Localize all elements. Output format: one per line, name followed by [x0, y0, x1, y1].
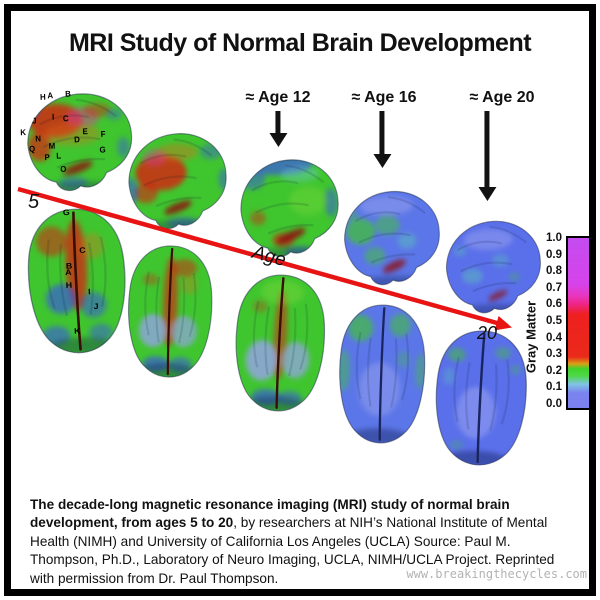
brain-lateral-3 [239, 158, 339, 258]
colorbar-tick: 0.7 [546, 281, 562, 294]
down-arrow-head [477, 187, 496, 201]
caption-regular: , by researchers at NIH’s National Insti… [30, 515, 555, 586]
brain-region-label-I: I [52, 112, 55, 121]
brain-region-label-Q: Q [29, 144, 35, 153]
down-arrow-head [268, 133, 287, 147]
brain-region-label-M: M [49, 141, 56, 151]
caption: The decade-long magnetic resonance imagi… [30, 496, 575, 588]
brain-region-label-H: H [40, 92, 46, 101]
brain-region-label-D: D [74, 135, 80, 144]
colorbar-tick: 0.6 [546, 298, 562, 311]
down-arrow-icon [268, 111, 287, 147]
brain-region-label-N: N [35, 134, 41, 143]
brain-region-label-O: O [60, 165, 66, 174]
brain-region-label-E: E [82, 127, 88, 136]
brain-region-label-G: G [99, 145, 105, 154]
brain-lateral-4 [342, 191, 440, 286]
brain-region-label-J: J [32, 116, 37, 125]
colorbar-tick: 0.1 [546, 381, 562, 394]
watermark: www.breakingthecycles.com [406, 567, 587, 581]
brain-region-label-H: H [66, 280, 73, 290]
caption-bold: The decade-long magnetic resonance imagi… [30, 497, 510, 531]
brain-region-label-A: A [47, 91, 53, 100]
brain-lateral-1: H A B J I C KN E F Q M D P L G O [20, 89, 133, 192]
age-marker-16-label: ≈ Age 16 [351, 89, 417, 106]
colorbar-tick: 0.5 [546, 315, 562, 327]
down-arrow-shaft [484, 111, 490, 187]
colorbar-tick: 0.3 [546, 348, 562, 361]
colorbar-title: Gray Matter [523, 300, 539, 374]
age-marker-20: ≈ Age 20 [469, 89, 535, 201]
brain-dorsal-5 [435, 330, 527, 468]
brain-region-label-K: K [74, 326, 82, 336]
brain-region-label-K: K [20, 128, 26, 137]
age-marker-12-label: ≈ Age 12 [245, 89, 311, 106]
brain-region-label-B: B [65, 89, 71, 98]
age-axis-end: 20 [477, 323, 498, 343]
age-marker-12: ≈ Age 12 [245, 89, 311, 147]
brain-region-label-L: L [56, 151, 61, 160]
down-arrow-icon [372, 111, 391, 168]
age-marker-20-label: ≈ Age 20 [469, 89, 535, 106]
colorbar-tick: 0.0 [546, 398, 562, 410]
colorbar [566, 236, 592, 410]
down-arrow-shaft [275, 111, 281, 133]
colorbar-tick: 0.4 [546, 331, 562, 344]
brain-region-label-C: C [63, 114, 69, 123]
colorbar-tick: 0.9 [546, 248, 562, 261]
down-arrow-shaft [379, 111, 385, 154]
brain-dorsal-3 [235, 274, 326, 414]
brain-region-label-I: I [88, 287, 91, 297]
brain-region-label-P: P [44, 153, 50, 162]
figure-title: MRI Study of Normal Brain Development [68, 29, 532, 57]
down-arrow-head [372, 154, 391, 168]
down-arrow-icon [477, 111, 496, 201]
brain-region-label-J: J [93, 301, 99, 311]
brain-dorsal-2 [128, 245, 213, 379]
brain-region-label-F: F [101, 130, 106, 139]
brain-region-label-C: C [79, 245, 86, 255]
brain-region-label-A: A [65, 267, 72, 277]
brain-region-label-G: G [63, 207, 71, 217]
colorbar-tick: 0.2 [546, 364, 562, 377]
colorbar-tick: 1.0 [546, 232, 562, 244]
age-axis-start: 5 [28, 191, 40, 213]
colorbar-tick: 0.8 [546, 265, 562, 278]
age-marker-16: ≈ Age 16 [351, 89, 417, 168]
brain-dorsal-4 [337, 304, 426, 445]
